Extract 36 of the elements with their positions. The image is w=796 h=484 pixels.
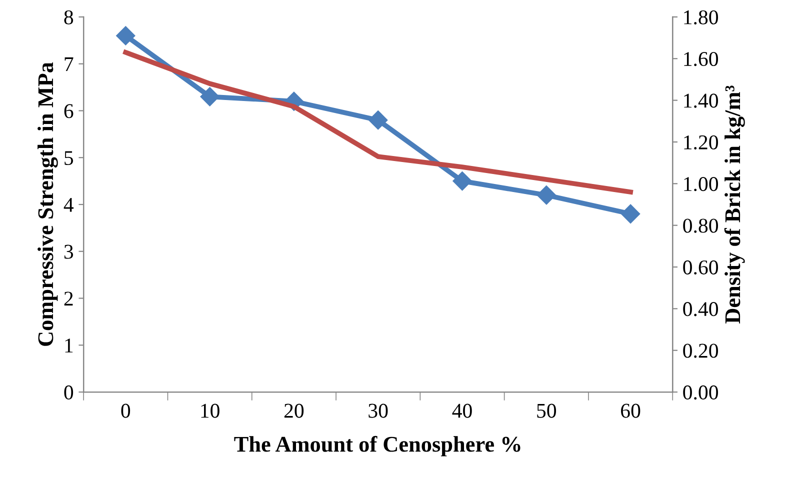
y-tick-label: 3 [64, 244, 74, 259]
y-tick-label: 2 [64, 292, 73, 306]
y-tick-label: 4 [64, 198, 74, 212]
x-tick-label: 10 [201, 404, 220, 418]
x-tick-label: 50 [537, 404, 556, 418]
y2-axis-title: Density of Brick in kg/m³ [724, 86, 745, 324]
point [368, 110, 388, 130]
point [452, 172, 472, 191]
y-tick-label: 5 [64, 151, 74, 166]
y2-tick-label: 1.60 [684, 52, 718, 66]
point [116, 26, 136, 46]
y2-tick-label: 0.00 [683, 385, 718, 400]
y2-tick-label: 0.80 [683, 218, 718, 233]
x-tick-label: 60 [621, 404, 640, 418]
y2-tick-label: 0.60 [683, 260, 718, 275]
y2-tick-label: 1.40 [684, 94, 718, 108]
line-series [123, 50, 633, 194]
x-tick-label: 30 [368, 404, 388, 418]
point [621, 204, 640, 224]
y-tick-label: 7 [64, 57, 74, 72]
y2-tick-label: 0.20 [683, 344, 718, 358]
y-tick-label: 0 [64, 385, 74, 400]
point [536, 186, 556, 205]
x-tick-label: 40 [452, 404, 472, 418]
y2-tick-label: 1.00 [684, 177, 718, 192]
x-tick-label: 20 [284, 404, 304, 418]
y2-tick-label: 1.20 [684, 135, 718, 150]
y-axis-title: Compressive Strength in MPa [38, 62, 58, 346]
y-tick-label: 6 [64, 104, 74, 118]
x-tick-label: 0 [121, 404, 130, 418]
y2-tick-label: 0.40 [683, 302, 718, 316]
x-axis-title: The Amount of Cenosphere % [234, 436, 520, 456]
y-tick-label: 1 [65, 338, 73, 352]
point [200, 87, 220, 106]
y-tick-label: 8 [64, 10, 74, 24]
y2-tick-label: 1.80 [684, 10, 718, 24]
